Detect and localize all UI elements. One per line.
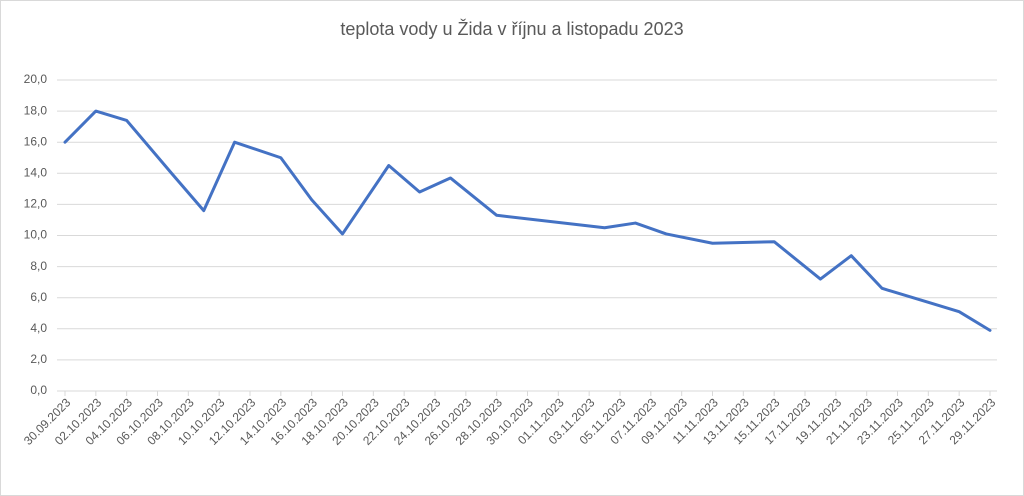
y-tick-label: 2,0 [30, 352, 47, 366]
y-tick-label: 18,0 [24, 103, 48, 117]
y-tick-label: 16,0 [24, 134, 48, 148]
y-tick-label: 12,0 [24, 197, 48, 211]
y-tick-label: 14,0 [24, 165, 48, 179]
data-line [63, 109, 992, 332]
y-tick-label: 6,0 [30, 290, 47, 304]
y-tick-label: 4,0 [30, 321, 47, 335]
chart-title: teplota vody u Žida v říjnu a listopadu … [340, 19, 683, 39]
y-tick-label: 10,0 [24, 228, 48, 242]
y-tick-label: 20,0 [24, 72, 48, 86]
y-tick-label: 8,0 [30, 259, 47, 273]
y-tick-label: 0,0 [30, 383, 47, 397]
